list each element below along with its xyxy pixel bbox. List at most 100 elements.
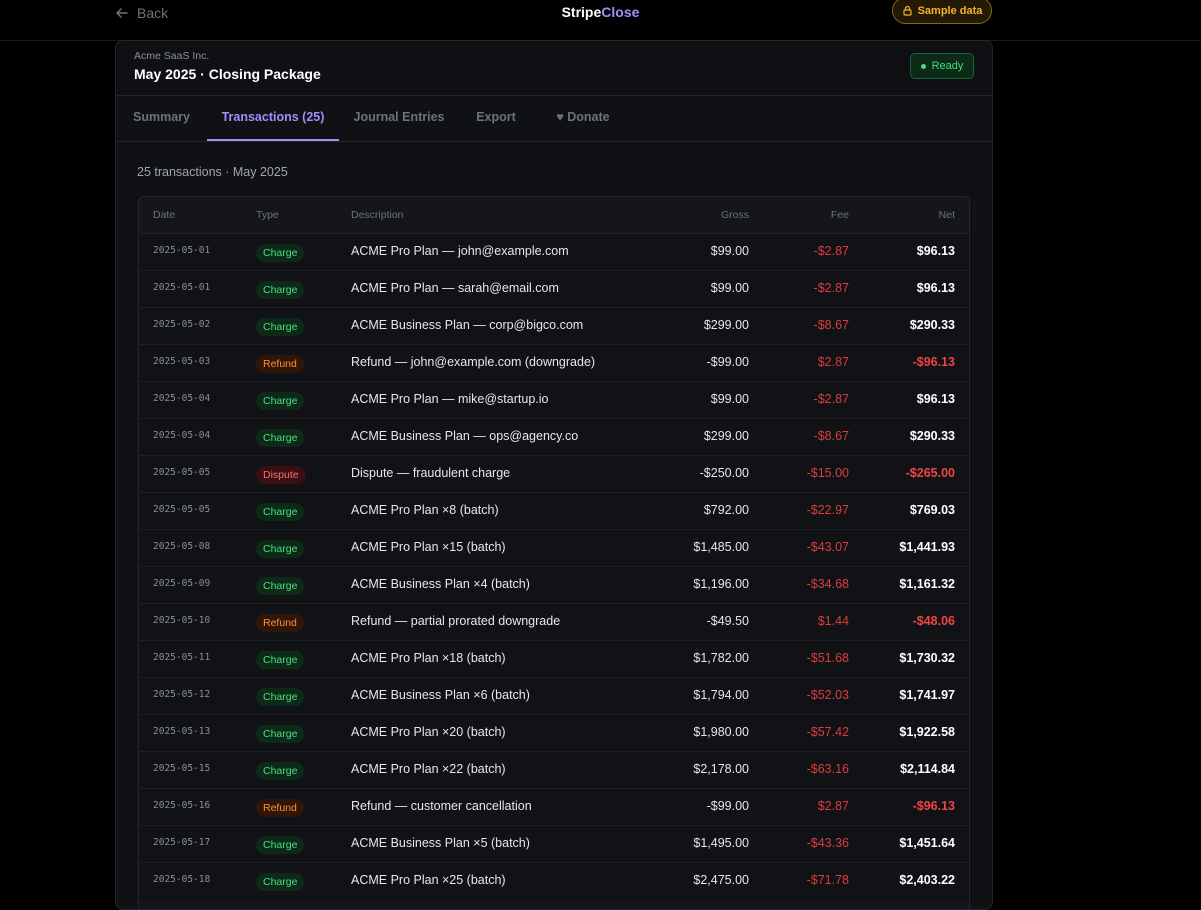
table-header: Date Type Description Gross Fee Net (139, 197, 969, 233)
row-net: -$48.06 (912, 614, 955, 628)
brand-accent: Close (601, 4, 640, 20)
row-net: $96.13 (916, 281, 955, 295)
table-row[interactable]: 2025-05-11 Charge ACME Pro Plan ×18 (batch… (139, 640, 969, 678)
row-fee: -$63.16 (806, 762, 849, 776)
row-description: Refund — customer cancellation (351, 799, 532, 813)
brand-primary: Stripe (561, 4, 602, 20)
row-description: ACME Business Plan ×6 (batch) (351, 688, 530, 702)
row-fee: -$43.36 (806, 836, 849, 850)
row-net: $1,161.32 (899, 577, 955, 591)
row-net: $769.03 (909, 503, 955, 517)
sample-data-button[interactable]: Sample data (892, 0, 992, 24)
row-gross: $1,485.00 (693, 540, 749, 554)
column-header-date[interactable]: Date (153, 209, 176, 221)
row-date: 2025-05-15 (153, 763, 211, 774)
row-fee: -$2.87 (813, 281, 849, 295)
table-row[interactable]: 2025-05-05 Dispute Dispute — fraudulent ch… (139, 455, 969, 493)
row-net: $2,403.22 (899, 873, 955, 887)
tab-donate[interactable]: ♥ Donate (556, 110, 610, 124)
table-row[interactable]: 2025-05-16 Refund Refund — customer cancel… (139, 788, 969, 826)
row-date: 2025-05-01 (153, 245, 211, 256)
row-description: ACME Pro Plan ×22 (batch) (351, 762, 506, 776)
row-fee: -$43.07 (806, 540, 849, 554)
row-date: 2025-05-09 (153, 578, 211, 589)
closing-package-panel: Acme SaaS Inc. May 2025 · Closing Packag… (115, 40, 993, 910)
row-fee: -$2.87 (813, 244, 849, 258)
row-gross: -$99.00 (706, 799, 749, 813)
column-header-type[interactable]: Type (256, 209, 279, 221)
row-description: ACME Pro Plan ×20 (batch) (351, 725, 506, 739)
table-row[interactable]: 2025-05-15 Charge ACME Pro Plan ×22 (batch… (139, 751, 969, 789)
sample-data-label: Sample data (917, 4, 983, 17)
transaction-count: 25 transactions · May 2025 (137, 165, 288, 179)
row-gross: $792.00 (703, 503, 749, 517)
column-header-gross[interactable]: Gross (720, 209, 749, 221)
row-gross: -$99.00 (706, 355, 749, 369)
row-gross: $299.00 (703, 318, 749, 332)
tab-journal-entries[interactable]: Journal Entries (353, 110, 445, 124)
row-description: ACME Business Plan ×4 (batch) (351, 577, 530, 591)
row-date: 2025-05-04 (153, 430, 211, 441)
lock-icon (902, 5, 912, 16)
row-description: ACME Pro Plan ×25 (batch) (351, 873, 506, 887)
table-row[interactable]: 2025-05-09 Charge ACME Business Plan ×4 (b… (139, 566, 969, 604)
row-description: ACME Pro Plan ×15 (batch) (351, 540, 506, 554)
table-row[interactable]: 2025-05-13 Charge ACME Pro Plan ×20 (batch… (139, 714, 969, 752)
row-description: ACME Pro Plan — sarah@email.com (351, 281, 559, 295)
type-badge: Charge (256, 281, 305, 299)
table-row[interactable]: 2025-05-10 Refund Refund — partial prorate… (139, 603, 969, 641)
row-gross: $299.00 (703, 429, 749, 443)
type-badge: Charge (256, 540, 305, 558)
table-row[interactable]: 2025-05-08 Charge ACME Pro Plan ×15 (batch… (139, 529, 969, 567)
table-row[interactable]: 2025-05-18 Charge ACME Pro Plan ×25 (batch… (139, 862, 969, 900)
type-badge: Charge (256, 503, 305, 521)
type-badge: Charge (256, 873, 305, 891)
row-net: $2,114.84 (900, 762, 955, 776)
table-row[interactable]: 2025-05-04 Charge ACME Business Plan — ops… (139, 418, 969, 456)
row-description: ACME Pro Plan — mike@startup.io (351, 392, 549, 406)
type-badge: Dispute (256, 466, 306, 484)
table-row[interactable]: 2025-05-04 Charge ACME Pro Plan — mike@sta… (139, 381, 969, 419)
row-net: $1,730.32 (899, 651, 955, 665)
row-fee: -$57.42 (806, 725, 849, 739)
table-row[interactable]: 2025-05-05 Charge ACME Pro Plan ×8 (batch)… (139, 492, 969, 530)
type-badge: Charge (256, 429, 305, 447)
tab-transactions[interactable]: Transactions (25) (207, 95, 339, 141)
row-date: 2025-05-04 (153, 393, 211, 404)
row-date: 2025-05-13 (153, 726, 211, 737)
table-row[interactable]: 2025-05-03 Refund Refund — john@example.co… (139, 344, 969, 382)
row-date: 2025-05-05 (153, 504, 211, 515)
row-net: $1,451.64 (899, 836, 955, 850)
type-badge: Charge (256, 688, 305, 706)
table-row[interactable]: 2025-05-02 Charge ACME Business Plan — cor… (139, 307, 969, 345)
back-link[interactable]: Back (115, 4, 168, 22)
column-header-net[interactable]: Net (938, 209, 955, 221)
row-fee: -$22.97 (806, 503, 849, 517)
type-badge: Charge (256, 318, 305, 336)
status-dot-icon (920, 63, 926, 69)
column-header-fee[interactable]: Fee (830, 209, 849, 221)
row-net: -$265.00 (905, 466, 955, 480)
table-row[interactable]: 2025-05-01 Charge ACME Pro Plan — john@exa… (139, 233, 969, 271)
row-gross: $1,782.00 (693, 651, 749, 665)
row-net: $1,441.93 (899, 540, 955, 554)
panel-header: Acme SaaS Inc. May 2025 · Closing Packag… (116, 41, 992, 96)
row-net: $96.13 (916, 392, 955, 406)
status-badge: Ready (910, 53, 974, 79)
column-header-description[interactable]: Description (351, 209, 404, 221)
company-name: Acme SaaS Inc. (134, 50, 210, 62)
tab-export[interactable]: Export (476, 110, 516, 124)
row-fee: -$71.78 (806, 873, 849, 887)
type-badge: Refund (256, 355, 304, 373)
row-fee: -$8.67 (813, 318, 849, 332)
row-date: 2025-05-02 (153, 319, 211, 330)
row-fee: -$34.68 (806, 577, 849, 591)
table-row[interactable]: 2025-05-12 Charge ACME Business Plan ×6 (b… (139, 677, 969, 715)
table-row[interactable]: 2025-05-01 Charge ACME Pro Plan — sarah@em… (139, 270, 969, 308)
row-gross: $2,178.00 (693, 762, 749, 776)
row-description: Refund — john@example.com (downgrade) (351, 355, 596, 369)
row-net: -$96.13 (912, 799, 955, 813)
row-net: $290.33 (909, 429, 955, 443)
tab-summary[interactable]: Summary (133, 110, 190, 124)
table-row[interactable]: 2025-05-17 Charge ACME Business Plan ×5 (b… (139, 825, 969, 863)
